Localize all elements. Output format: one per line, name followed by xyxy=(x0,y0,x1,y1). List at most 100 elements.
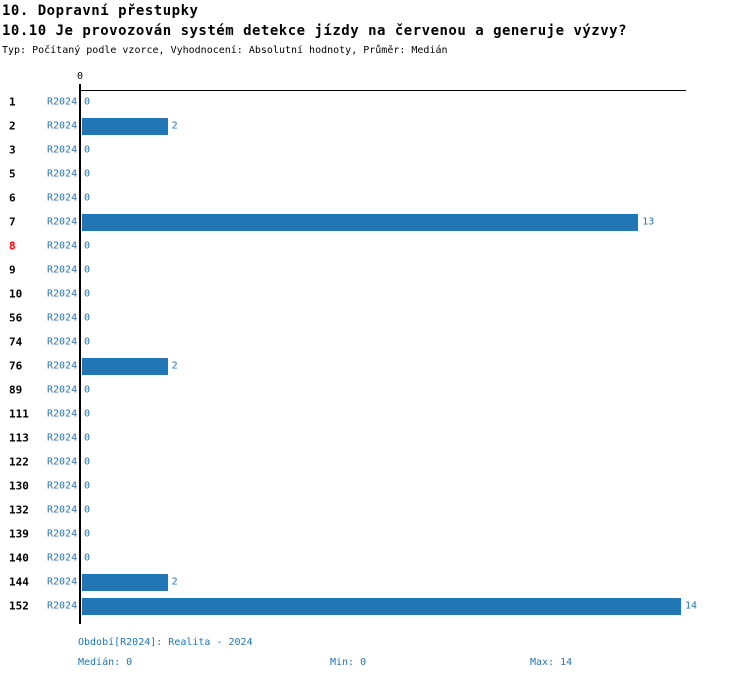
row-series-label: R2024 xyxy=(47,528,78,540)
bar-value-label: 0 xyxy=(84,552,91,564)
chart-row: 9 R2024 0 xyxy=(0,258,750,282)
chart-row: 8 R2024 0 xyxy=(0,234,750,258)
chart-row: 2 R2024 2 xyxy=(0,114,750,138)
row-series-label: R2024 xyxy=(47,96,78,108)
bar-value-label: 0 xyxy=(84,456,91,468)
chart-row: 122 R2024 0 xyxy=(0,450,750,474)
row-category-label: 152 xyxy=(9,599,29,613)
chart-row: 111 R2024 0 xyxy=(0,402,750,426)
bar xyxy=(82,597,681,615)
row-category-label: 5 xyxy=(9,167,16,181)
bar xyxy=(82,357,168,375)
bar-value-label: 0 xyxy=(84,96,91,108)
chart-row: 140 R2024 0 xyxy=(0,546,750,570)
row-category-label: 139 xyxy=(9,527,29,541)
legend-period: Období[R2024]: Realita - 2024 xyxy=(78,637,253,648)
bar-value-label: 2 xyxy=(171,360,178,372)
row-series-label: R2024 xyxy=(47,480,78,492)
chart-row: 76 R2024 2 xyxy=(0,354,750,378)
stat-max: Max: 14 xyxy=(530,657,573,668)
bar-chart: 1 R2024 0 2 R2024 2 3 R2024 0 5 R2024 0 6 R2024 0 7 R202… xyxy=(0,90,750,618)
bar-value-label: 0 xyxy=(84,432,91,444)
chart-row: 152 R2024 14 xyxy=(0,594,750,618)
row-category-label: 1 xyxy=(9,95,16,109)
bar-value-label: 0 xyxy=(84,144,91,156)
bar-value-label: 0 xyxy=(84,408,91,420)
chart-row: 130 R2024 0 xyxy=(0,474,750,498)
chart-row: 74 R2024 0 xyxy=(0,330,750,354)
row-series-label: R2024 xyxy=(47,192,78,204)
chart-row: 139 R2024 0 xyxy=(0,522,750,546)
row-series-label: R2024 xyxy=(47,360,78,372)
bar-value-label: 13 xyxy=(642,216,655,228)
bar-value-label: 0 xyxy=(84,240,91,252)
bar-value-label: 0 xyxy=(84,528,91,540)
row-category-label: 10 xyxy=(9,287,23,301)
row-series-label: R2024 xyxy=(47,432,78,444)
row-series-label: R2024 xyxy=(47,504,78,516)
stat-min: Min: 0 xyxy=(330,657,367,668)
chart-row: 6 R2024 0 xyxy=(0,186,750,210)
row-category-label: 8 xyxy=(9,239,16,253)
bar-value-label: 0 xyxy=(84,504,91,516)
row-category-label: 76 xyxy=(9,359,23,373)
bar-value-label: 0 xyxy=(84,336,91,348)
row-series-label: R2024 xyxy=(47,600,78,612)
axis-zero-tick-label: 0 xyxy=(76,71,84,82)
chart-row: 3 R2024 0 xyxy=(0,138,750,162)
bar-value-label: 14 xyxy=(685,600,698,612)
row-series-label: R2024 xyxy=(47,552,78,564)
bar xyxy=(82,117,168,135)
bar xyxy=(82,213,639,231)
row-category-label: 130 xyxy=(9,479,29,493)
bar xyxy=(82,573,168,591)
bar-value-label: 0 xyxy=(84,288,91,300)
row-series-label: R2024 xyxy=(47,384,78,396)
row-category-label: 111 xyxy=(9,407,29,421)
row-category-label: 144 xyxy=(9,575,29,589)
row-series-label: R2024 xyxy=(47,576,78,588)
row-category-label: 140 xyxy=(9,551,29,565)
row-category-label: 132 xyxy=(9,503,29,517)
chart-row: 56 R2024 0 xyxy=(0,306,750,330)
bar-value-label: 2 xyxy=(171,120,178,132)
row-category-label: 56 xyxy=(9,311,23,325)
row-series-label: R2024 xyxy=(47,336,78,348)
row-category-label: 2 xyxy=(9,119,16,133)
row-series-label: R2024 xyxy=(47,240,78,252)
chart-row: 113 R2024 0 xyxy=(0,426,750,450)
chart-row: 89 R2024 0 xyxy=(0,378,750,402)
row-category-label: 9 xyxy=(9,263,16,277)
row-category-label: 113 xyxy=(9,431,29,445)
bar-value-label: 0 xyxy=(84,480,91,492)
row-series-label: R2024 xyxy=(47,144,78,156)
row-series-label: R2024 xyxy=(47,216,78,228)
row-series-label: R2024 xyxy=(47,120,78,132)
bar-value-label: 0 xyxy=(84,192,91,204)
row-category-label: 3 xyxy=(9,143,16,157)
row-category-label: 89 xyxy=(9,383,23,397)
chart-row: 144 R2024 2 xyxy=(0,570,750,594)
row-series-label: R2024 xyxy=(47,168,78,180)
page-title: 10. Dopravní přestupky xyxy=(2,3,199,19)
row-category-label: 122 xyxy=(9,455,29,469)
chart-row: 132 R2024 0 xyxy=(0,498,750,522)
row-category-label: 7 xyxy=(9,215,16,229)
axis-vertical-line xyxy=(79,84,81,624)
row-series-label: R2024 xyxy=(47,264,78,276)
chart-row: 10 R2024 0 xyxy=(0,282,750,306)
bar-value-label: 2 xyxy=(171,576,178,588)
chart-row: 7 R2024 13 xyxy=(0,210,750,234)
bar-value-label: 0 xyxy=(84,312,91,324)
chart-row: 5 R2024 0 xyxy=(0,162,750,186)
chart-meta-info: Typ: Počítaný podle vzorce, Vyhodnocení:… xyxy=(2,45,448,56)
chart-row: 1 R2024 0 xyxy=(0,90,750,114)
row-category-label: 74 xyxy=(9,335,23,349)
bar-value-label: 0 xyxy=(84,384,91,396)
row-category-label: 6 xyxy=(9,191,16,205)
axis-top-line xyxy=(80,90,686,91)
row-series-label: R2024 xyxy=(47,408,78,420)
page-subtitle: 10.10 Je provozován systém detekce jízdy… xyxy=(2,23,628,39)
bar-value-label: 0 xyxy=(84,264,91,276)
